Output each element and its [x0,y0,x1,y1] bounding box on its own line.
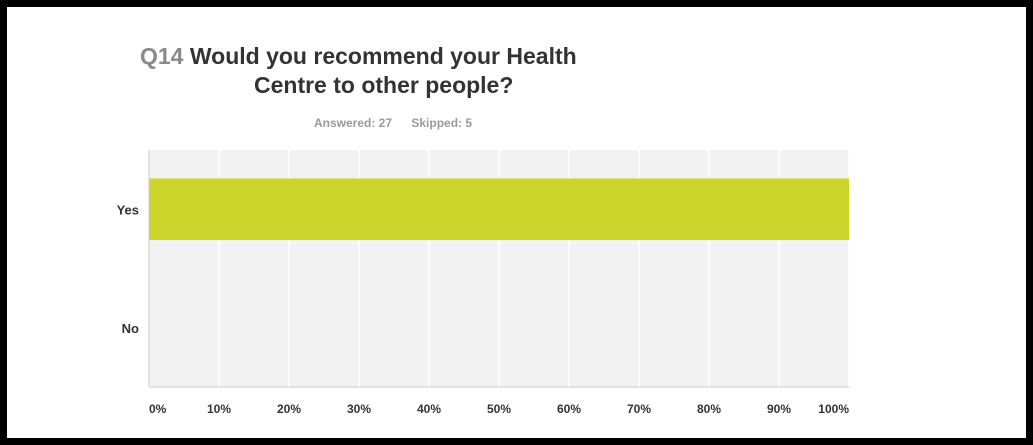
question-title-line1: Would you recommend your Health [189,43,577,69]
x-tick-label: 30% [347,402,371,416]
x-tick-label: 60% [557,402,581,416]
x-tick-label: 40% [417,402,441,416]
answered-count: Answered: 27 [314,116,393,130]
bar-yes [149,178,849,241]
x-tick-label: 10% [207,402,231,416]
x-tick-label: 20% [277,402,301,416]
question-number: Q14 [140,43,184,69]
question-title-line2: Centre to other people? [254,72,514,98]
response-stats: Answered: 27 Skipped: 5 [314,116,472,130]
x-tick-label: 80% [697,402,721,416]
x-tick-label: 90% [767,402,791,416]
x-tick-label: 50% [487,402,511,416]
category-label-no: No [122,321,139,336]
skipped-count: Skipped: 5 [411,116,473,130]
category-label-yes: Yes [117,202,139,217]
x-tick-label: 100% [818,402,849,416]
chart-title: Q14 Would you recommend your Health Cent… [140,42,760,100]
x-tick-label: 0% [149,402,167,416]
x-tick-label: 70% [627,402,651,416]
